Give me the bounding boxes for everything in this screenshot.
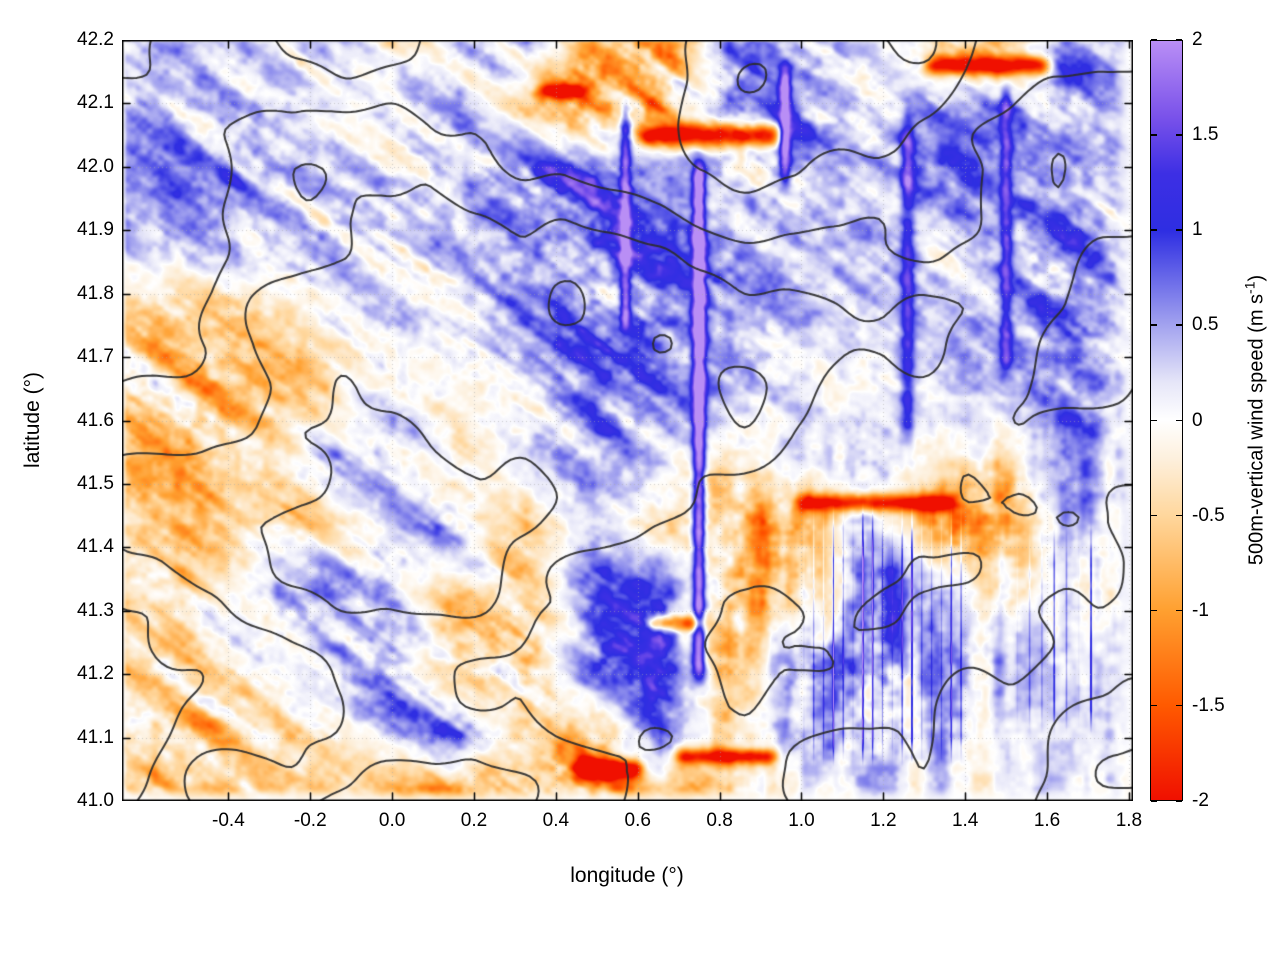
x-tick-label: 1.6: [1033, 810, 1061, 831]
y-tick-label: 42.0: [77, 155, 114, 177]
x-tick-label: -0.2: [293, 810, 327, 831]
colorbar-tick-mark: [1151, 704, 1157, 707]
y-tick-label: 41.6: [77, 409, 114, 431]
colorbar-tick-mark: [1176, 229, 1182, 231]
y-tick-label: 41.4: [77, 536, 114, 558]
colorbar-tick-mark: [1176, 514, 1182, 517]
x-tick-label: 1.4: [951, 810, 979, 831]
colorbar-tick-mark: [1151, 514, 1157, 517]
y-tick-label: 42.2: [77, 29, 114, 50]
x-tick-label: 0.6: [624, 810, 651, 831]
x-tick-label: 1.0: [788, 810, 815, 831]
colorbar-tick-label: -2: [1192, 790, 1209, 811]
x-tick-label: -0.4: [212, 810, 245, 831]
colorbar-tick-mark: [1151, 609, 1157, 612]
y-tick-label: 42.1: [77, 92, 114, 114]
x-tick-label: 0.2: [460, 810, 488, 831]
y-tick-label: 41.3: [77, 599, 114, 621]
colorbar-tick-mark: [1151, 39, 1157, 41]
colorbar-tick-mark: [1176, 134, 1182, 136]
heatmap-plot-canvas: [122, 40, 1133, 801]
colorbar-tick-label: -1.5: [1192, 694, 1225, 716]
y-tick-label: 41.0: [77, 790, 114, 811]
colorbar-tick-mark: [1151, 800, 1157, 802]
colorbar-label-superscript: -1: [1241, 281, 1258, 294]
colorbar-tick-label: 2: [1192, 29, 1203, 50]
colorbar-tick-mark: [1176, 419, 1182, 421]
colorbar-tick-label: -0.5: [1192, 504, 1225, 526]
y-tick-label: 41.5: [77, 472, 114, 494]
x-axis-label: longitude (°): [570, 864, 684, 887]
colorbar-tick-mark: [1151, 419, 1157, 421]
colorbar-tick-label: 0: [1192, 409, 1203, 431]
x-tick-label: 1.2: [870, 810, 897, 831]
colorbar-tick-mark: [1176, 609, 1182, 612]
y-axis-label: latitude (°): [21, 372, 44, 468]
y-tick-label: 41.1: [77, 726, 114, 748]
colorbar-label-close: ): [1245, 274, 1268, 282]
x-tick-label: 0.8: [706, 810, 733, 831]
colorbar-tick-mark: [1176, 324, 1182, 326]
colorbar-tick-mark: [1151, 324, 1157, 326]
colorbar-tick-label: -1: [1192, 599, 1209, 621]
y-tick-label: 41.2: [77, 663, 114, 685]
y-tick-label: 41.9: [77, 219, 114, 241]
x-tick-label: 0.0: [378, 810, 406, 831]
colorbar-tick-mark: [1176, 39, 1182, 41]
colorbar-tick-mark: [1151, 134, 1157, 136]
colorbar-tick-mark: [1176, 704, 1182, 707]
x-tick-label: 1.8: [1115, 810, 1143, 831]
x-tick-label: 0.4: [542, 810, 570, 831]
colorbar-tick-label: 1.5: [1192, 124, 1219, 146]
y-tick-label: 41.8: [77, 282, 114, 304]
colorbar-tick-mark: [1176, 800, 1182, 802]
y-tick-label: 41.7: [77, 346, 114, 368]
colorbar-tick-label: 1: [1192, 219, 1203, 241]
colorbar-tick-mark: [1151, 229, 1157, 231]
colorbar-tick-label: 0.5: [1192, 314, 1219, 336]
